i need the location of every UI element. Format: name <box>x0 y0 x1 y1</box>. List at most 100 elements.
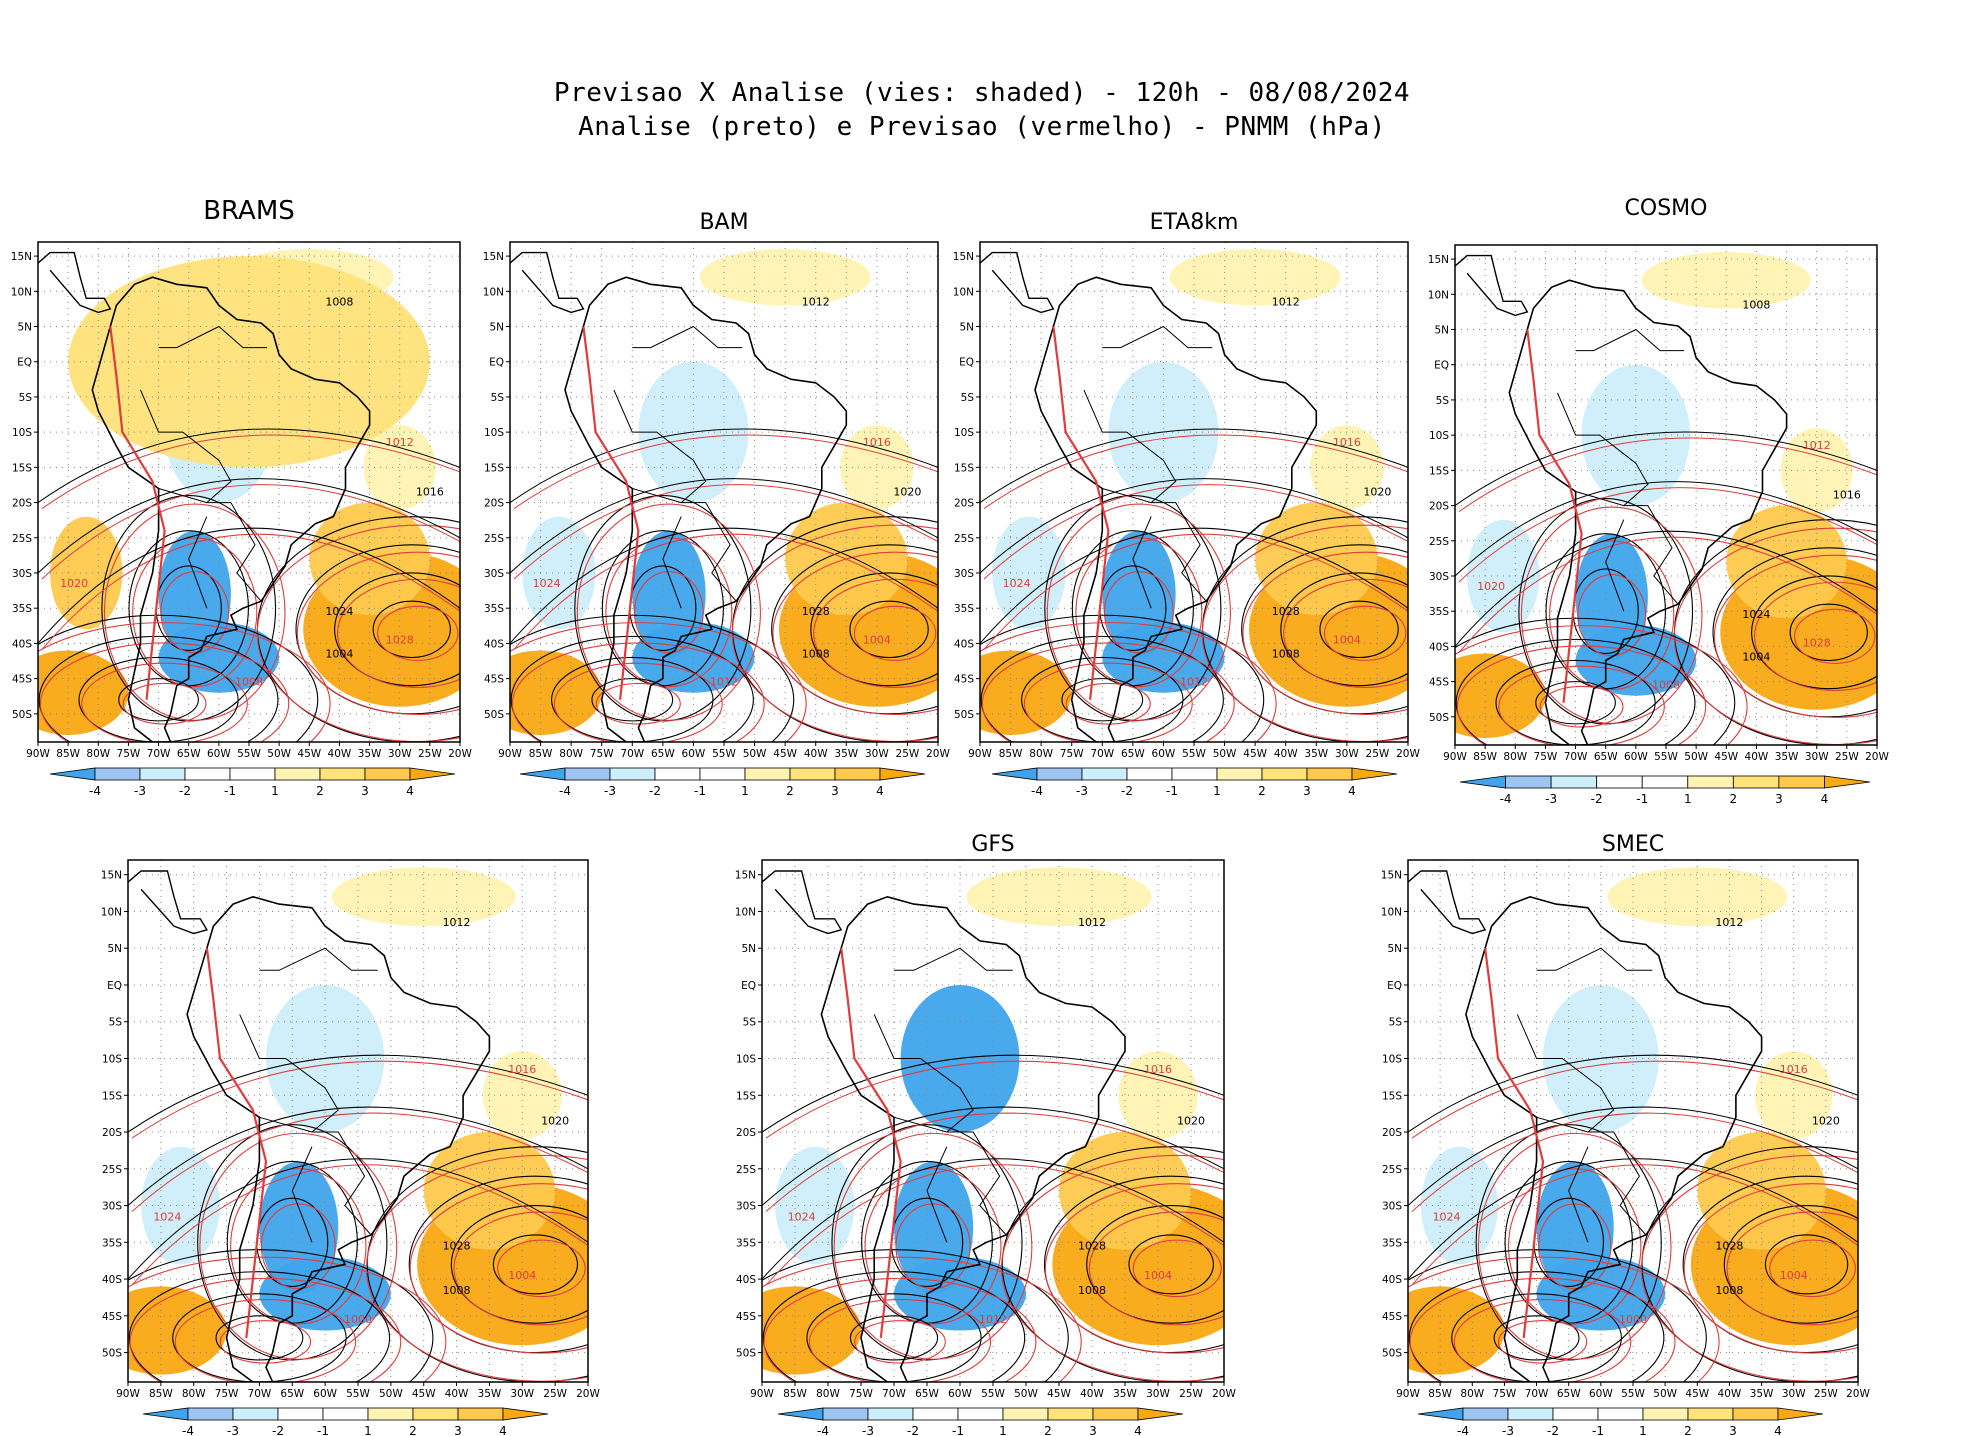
isobar-label: 1020 <box>1477 580 1505 593</box>
lat-tick-label: 15S <box>102 1090 122 1102</box>
lon-tick-label: 75W <box>590 748 614 760</box>
colorbar-label: -2 <box>907 1424 919 1436</box>
lon-tick-label: 80W <box>86 748 110 760</box>
lon-tick-label: 75W <box>1060 748 1084 760</box>
colorbar-label: -1 <box>1166 784 1178 798</box>
lon-tick-label: 70W <box>248 1388 272 1400</box>
lat-tick-label: 15N <box>1428 254 1449 266</box>
isobar-label: 1008 <box>802 647 830 660</box>
lon-tick-label: 45W <box>1047 1388 1071 1400</box>
lon-tick-label: 70W <box>882 1388 906 1400</box>
lat-tick-label: 10N <box>1381 906 1402 918</box>
lon-tick-label: 60W <box>207 748 231 760</box>
lat-tick-label: 5S <box>743 1017 757 1029</box>
lon-tick-label: 25W <box>1179 1388 1203 1400</box>
lon-tick-label: 50W <box>1684 751 1708 763</box>
colorbar-label: 3 <box>1089 1424 1097 1436</box>
lat-tick-label: 45S <box>1382 1311 1402 1323</box>
lat-tick-label: 35S <box>954 603 974 615</box>
lon-tick-label: 55W <box>712 748 736 760</box>
lon-tick-label: 65W <box>177 748 201 760</box>
lat-tick-label: 10S <box>12 427 32 439</box>
colorbar-label: -3 <box>1076 784 1088 798</box>
colorbar-eta8km: -4 -3 -2 -1 1 2 3 4 <box>991 767 1398 798</box>
isobar-label: 1012 <box>710 676 738 689</box>
lat-tick-label: EQ <box>1387 980 1402 992</box>
lat-tick-label: 5N <box>17 322 32 334</box>
lat-tick-label: 45S <box>484 674 504 686</box>
lon-tick-label: 35W <box>358 748 382 760</box>
lat-tick-label: 35S <box>1382 1237 1402 1249</box>
south-america-coastline <box>820 895 1126 1382</box>
colorbar-label: -1 <box>1592 1424 1604 1436</box>
lat-tick-label: 15S <box>484 462 504 474</box>
lon-tick-label: 85W <box>783 1388 807 1400</box>
lon-tick-label: 30W <box>1805 751 1829 763</box>
isobar-label: 1008 <box>1078 1284 1106 1297</box>
lon-tick-label: 85W <box>1473 751 1497 763</box>
lon-tick-label: 55W <box>346 1388 370 1400</box>
colorbar-label: -1 <box>952 1424 964 1436</box>
isobar-label: 1024 <box>533 577 561 590</box>
lat-tick-label: 5S <box>1436 395 1450 407</box>
isobar-label: 1008 <box>1742 298 1770 311</box>
lat-tick-label: 35S <box>12 603 32 615</box>
lon-tick-label: 60W <box>1589 1388 1613 1400</box>
lat-tick-label: 5S <box>1389 1017 1403 1029</box>
lon-tick-label: 65W <box>280 1388 304 1400</box>
lon-tick-label: 45W <box>412 1388 436 1400</box>
colorbar-label: -4 <box>182 1424 194 1436</box>
lon-tick-label: 75W <box>1493 1388 1517 1400</box>
lon-tick-label: 35W <box>1775 751 1799 763</box>
colorbar-label: 3 <box>831 784 839 798</box>
lon-tick-label: 25W <box>1814 1388 1838 1400</box>
isobar-label: 1000 <box>344 1313 372 1326</box>
isobar-label: 1020 <box>1812 1115 1840 1128</box>
isobar-label: 1016 <box>1144 1063 1172 1076</box>
lat-tick-label: 10N <box>11 286 32 298</box>
lon-tick-label: 70W <box>1090 748 1114 760</box>
isobar-label: 1012 <box>1180 676 1208 689</box>
lat-tick-label: 50S <box>1382 1348 1402 1360</box>
lat-tick-label: 30S <box>1429 571 1449 583</box>
colorbar-label: -2 <box>649 784 661 798</box>
isobar-label: 1016 <box>863 436 891 449</box>
isobar-label: 1016 <box>1833 489 1861 502</box>
bias-shading <box>1455 653 1546 738</box>
isobar-label: 1004 <box>1333 633 1361 646</box>
lat-tick-label: 30S <box>1382 1201 1402 1213</box>
lon-tick-label: 25W <box>1366 748 1390 760</box>
lat-tick-label: 40S <box>1429 641 1449 653</box>
lon-tick-label: 60W <box>948 1388 972 1400</box>
isobar-label: 1024 <box>325 605 353 618</box>
colorbar-label: 1 <box>1639 1424 1647 1436</box>
lon-tick-label: 80W <box>559 748 583 760</box>
colorbar-label: 1 <box>999 1424 1007 1436</box>
lon-tick-label: 45W <box>297 748 321 760</box>
main-title-line2: Analise (preto) e Previsao (vermelho) - … <box>578 112 1386 142</box>
lon-tick-label: 40W <box>1718 1388 1742 1400</box>
colorbar-label: -3 <box>1502 1424 1514 1436</box>
lat-tick-label: 15N <box>1381 870 1402 882</box>
lon-tick-label: 50W <box>1653 1388 1677 1400</box>
colorbar-label: -1 <box>224 784 236 798</box>
lon-tick-label: 80W <box>1503 751 1527 763</box>
lon-tick-label: 65W <box>915 1388 939 1400</box>
colorbar-label: -2 <box>179 784 191 798</box>
isobar-label: 1004 <box>508 1269 536 1282</box>
lat-tick-label: 35S <box>736 1237 756 1249</box>
colorbar-label: -3 <box>227 1424 239 1436</box>
lon-tick-label: 65W <box>1121 748 1145 760</box>
isobar-label: 1004 <box>1780 1269 1808 1282</box>
bias-shading <box>1780 428 1853 513</box>
lon-tick-label: 45W <box>773 748 797 760</box>
bias-shading <box>482 1051 562 1140</box>
lat-tick-label: 20S <box>1382 1127 1402 1139</box>
colorbar-unnamed: -4 -3 -2 -1 1 2 3 4 <box>142 1407 549 1436</box>
lat-tick-label: 50S <box>954 709 974 721</box>
lon-tick-label: 30W <box>1782 1388 1806 1400</box>
isobar-label: 1012 <box>386 436 414 449</box>
lon-tick-label: 70W <box>147 748 171 760</box>
lat-tick-label: 30S <box>102 1201 122 1213</box>
